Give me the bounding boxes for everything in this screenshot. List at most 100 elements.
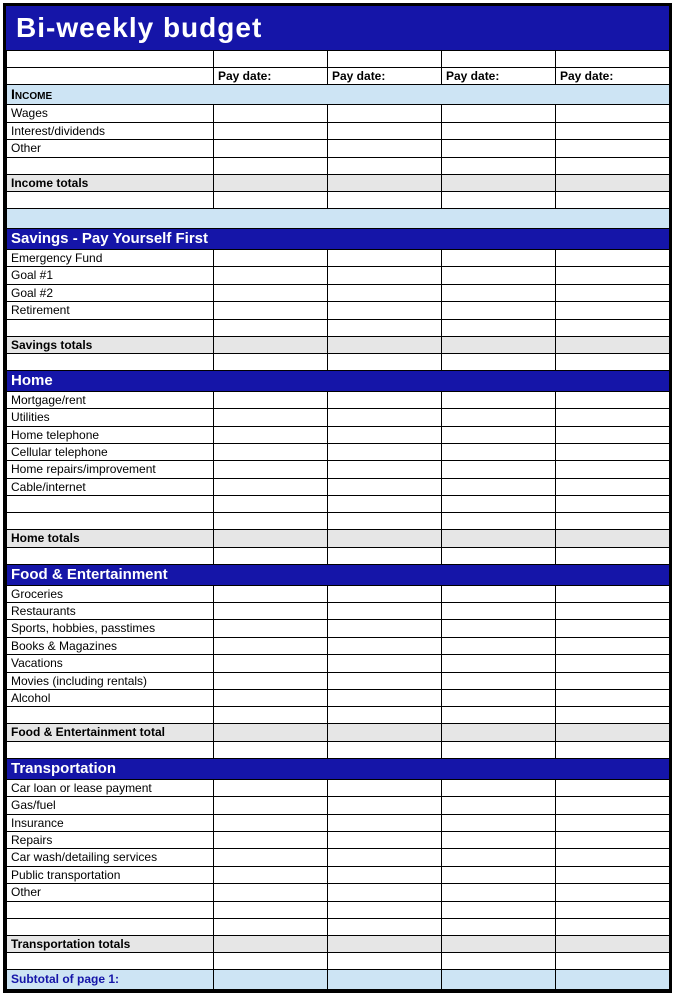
data-cell[interactable] <box>442 336 556 353</box>
data-cell[interactable] <box>556 513 670 530</box>
data-cell[interactable] <box>442 741 556 758</box>
data-cell[interactable] <box>214 849 328 866</box>
data-cell[interactable] <box>556 724 670 741</box>
data-cell[interactable] <box>328 336 442 353</box>
data-cell[interactable] <box>442 935 556 952</box>
data-cell[interactable] <box>556 51 670 68</box>
data-cell[interactable] <box>214 585 328 602</box>
data-cell[interactable] <box>442 444 556 461</box>
data-cell[interactable] <box>214 249 328 266</box>
data-cell[interactable] <box>556 884 670 901</box>
data-cell[interactable] <box>442 353 556 370</box>
data-cell[interactable] <box>328 814 442 831</box>
data-cell[interactable] <box>556 547 670 564</box>
data-cell[interactable] <box>214 901 328 918</box>
data-cell[interactable] <box>556 157 670 174</box>
data-cell[interactable] <box>442 547 556 564</box>
data-cell[interactable] <box>442 689 556 706</box>
data-cell[interactable] <box>442 496 556 513</box>
data-cell[interactable] <box>214 409 328 426</box>
data-cell[interactable] <box>442 409 556 426</box>
data-cell[interactable] <box>214 814 328 831</box>
data-cell[interactable] <box>556 603 670 620</box>
data-cell[interactable] <box>556 952 670 969</box>
data-cell[interactable] <box>328 284 442 301</box>
data-cell[interactable] <box>442 969 556 989</box>
data-cell[interactable] <box>214 302 328 319</box>
data-cell[interactable] <box>556 585 670 602</box>
data-cell[interactable] <box>214 353 328 370</box>
data-cell[interactable] <box>442 866 556 883</box>
data-cell[interactable] <box>214 655 328 672</box>
data-cell[interactable] <box>328 547 442 564</box>
data-cell[interactable] <box>556 336 670 353</box>
data-cell[interactable] <box>328 319 442 336</box>
data-cell[interactable] <box>556 284 670 301</box>
data-cell[interactable] <box>442 952 556 969</box>
data-cell[interactable] <box>556 866 670 883</box>
data-cell[interactable] <box>328 461 442 478</box>
data-cell[interactable] <box>442 391 556 408</box>
data-cell[interactable] <box>328 707 442 724</box>
data-cell[interactable] <box>328 741 442 758</box>
data-cell[interactable] <box>442 918 556 935</box>
data-cell[interactable] <box>556 174 670 191</box>
data-cell[interactable] <box>442 707 556 724</box>
data-cell[interactable] <box>556 478 670 495</box>
data-cell[interactable] <box>556 689 670 706</box>
data-cell[interactable] <box>214 779 328 796</box>
data-cell[interactable] <box>214 689 328 706</box>
data-cell[interactable] <box>328 585 442 602</box>
data-cell[interactable] <box>442 157 556 174</box>
data-cell[interactable] <box>214 191 328 208</box>
data-cell[interactable] <box>442 831 556 848</box>
data-cell[interactable] <box>214 496 328 513</box>
data-cell[interactable] <box>328 689 442 706</box>
data-cell[interactable] <box>328 779 442 796</box>
data-cell[interactable] <box>214 831 328 848</box>
data-cell[interactable] <box>556 353 670 370</box>
data-cell[interactable] <box>442 797 556 814</box>
data-cell[interactable] <box>328 831 442 848</box>
data-cell[interactable] <box>328 391 442 408</box>
data-cell[interactable] <box>556 814 670 831</box>
data-cell[interactable] <box>442 51 556 68</box>
data-cell[interactable] <box>328 918 442 935</box>
data-cell[interactable] <box>442 513 556 530</box>
data-cell[interactable] <box>442 105 556 122</box>
data-cell[interactable] <box>214 157 328 174</box>
data-cell[interactable] <box>556 267 670 284</box>
data-cell[interactable] <box>328 409 442 426</box>
data-cell[interactable] <box>328 51 442 68</box>
data-cell[interactable] <box>442 140 556 157</box>
data-cell[interactable] <box>328 140 442 157</box>
data-cell[interactable] <box>556 391 670 408</box>
data-cell[interactable] <box>442 655 556 672</box>
data-cell[interactable] <box>214 797 328 814</box>
data-cell[interactable] <box>328 797 442 814</box>
data-cell[interactable] <box>214 513 328 530</box>
data-cell[interactable] <box>442 884 556 901</box>
data-cell[interactable] <box>214 140 328 157</box>
data-cell[interactable] <box>214 530 328 547</box>
data-cell[interactable] <box>328 935 442 952</box>
data-cell[interactable] <box>556 935 670 952</box>
data-cell[interactable] <box>556 191 670 208</box>
data-cell[interactable] <box>328 302 442 319</box>
data-cell[interactable] <box>442 302 556 319</box>
data-cell[interactable] <box>328 655 442 672</box>
data-cell[interactable] <box>214 461 328 478</box>
data-cell[interactable] <box>214 620 328 637</box>
data-cell[interactable] <box>442 724 556 741</box>
data-cell[interactable] <box>556 105 670 122</box>
data-cell[interactable] <box>556 444 670 461</box>
data-cell[interactable] <box>214 267 328 284</box>
data-cell[interactable] <box>556 620 670 637</box>
data-cell[interactable] <box>214 724 328 741</box>
data-cell[interactable] <box>556 637 670 654</box>
data-cell[interactable] <box>328 174 442 191</box>
data-cell[interactable] <box>442 779 556 796</box>
data-cell[interactable] <box>328 672 442 689</box>
data-cell[interactable] <box>328 513 442 530</box>
data-cell[interactable] <box>556 319 670 336</box>
